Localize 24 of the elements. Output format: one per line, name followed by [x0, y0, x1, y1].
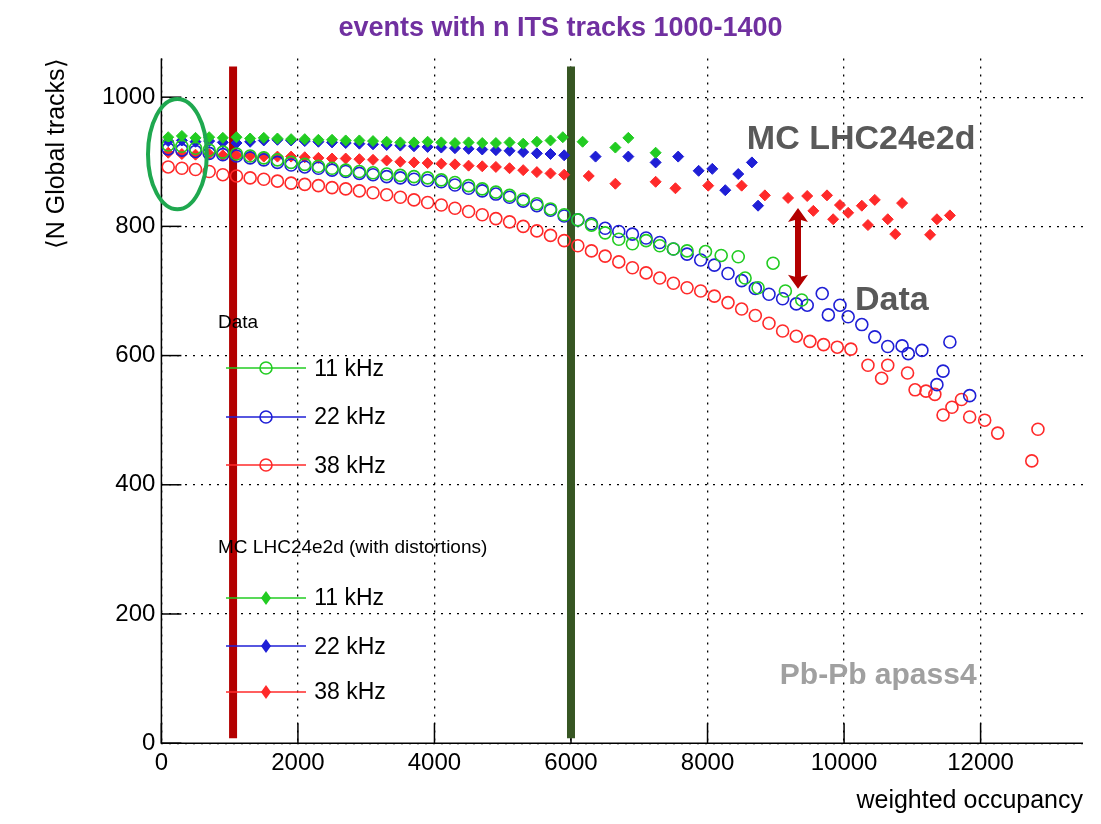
x-tick-label: 10000 — [810, 748, 878, 776]
y-tick-label: 400 — [115, 469, 156, 497]
x-tick-label: 8000 — [680, 748, 735, 776]
x-tick-label: 2000 — [271, 748, 325, 776]
annotation: Pb-Pb apass4 — [779, 656, 977, 690]
chart-title: events with n ITS tracks 1000-1400 — [338, 11, 783, 42]
y-tick-label: 800 — [115, 210, 156, 238]
x-tick-label: 4000 — [407, 748, 462, 776]
annotation: Data — [855, 279, 930, 318]
y-axis-title: ⟨N Global tracks⟩ — [40, 58, 69, 250]
legend-label: 22 kHz — [314, 632, 386, 660]
y-tick-label: 600 — [115, 340, 156, 368]
legend-label: 38 kHz — [314, 451, 386, 479]
legend-label: 38 kHz — [314, 678, 386, 706]
annotation: MC LHC24e2d — [746, 117, 976, 156]
y-tick-label: 1000 — [102, 81, 156, 109]
x-tick-label: 6000 — [544, 748, 598, 776]
legend-label: 22 kHz — [314, 403, 386, 431]
legend-label: 11 kHz — [314, 354, 385, 382]
x-tick-label: 12000 — [947, 748, 1014, 776]
legend-label: 11 kHz — [314, 584, 385, 612]
x-axis-title: weighted occupancy — [855, 784, 1084, 813]
y-tick-label: 200 — [115, 598, 156, 626]
y-tick-label: 0 — [142, 727, 156, 755]
